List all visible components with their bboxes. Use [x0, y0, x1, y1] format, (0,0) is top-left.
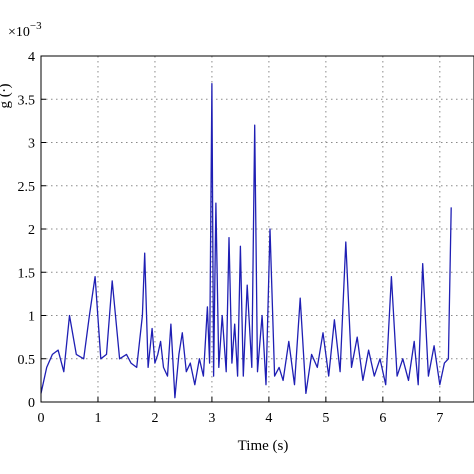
x-tick-label: 5	[322, 411, 329, 426]
y-axis-label-fragment: g (∙)	[0, 84, 13, 109]
y-exponent-base: ×10	[8, 25, 30, 40]
y-tick-label: 3	[28, 137, 35, 152]
x-tick-label: 3	[208, 411, 215, 426]
x-tick-label: 4	[265, 411, 272, 426]
y-exponent-power: −3	[30, 20, 42, 32]
series-line	[40, 83, 452, 399]
y-tick-label: 0	[28, 396, 35, 411]
x-tick-label: 1	[94, 411, 101, 426]
y-tick-label: 2	[28, 223, 35, 238]
y-tick-label: 3.5	[18, 93, 36, 108]
y-exponent-label: ×10−3	[8, 20, 42, 40]
x-axis-label: Time (s)	[238, 438, 289, 454]
y-tick-label: 1.5	[18, 266, 36, 281]
y-tick-label: 4	[28, 50, 35, 65]
x-tick-label: 2	[151, 411, 158, 426]
x-tick-label: 0	[38, 411, 45, 426]
y-tick-label: 1	[28, 310, 35, 325]
y-tick-label: 2.5	[18, 180, 36, 195]
y-tick-label: 0.5	[18, 353, 36, 368]
ticks-layer: 0 1 2 3 4 5 6 7 0 0.5 1 1.5 2 2.5 3 3.5 4	[18, 50, 444, 426]
x-tick-label: 6	[379, 411, 386, 426]
series-layer	[40, 83, 452, 399]
x-tick-label: 7	[436, 411, 443, 426]
